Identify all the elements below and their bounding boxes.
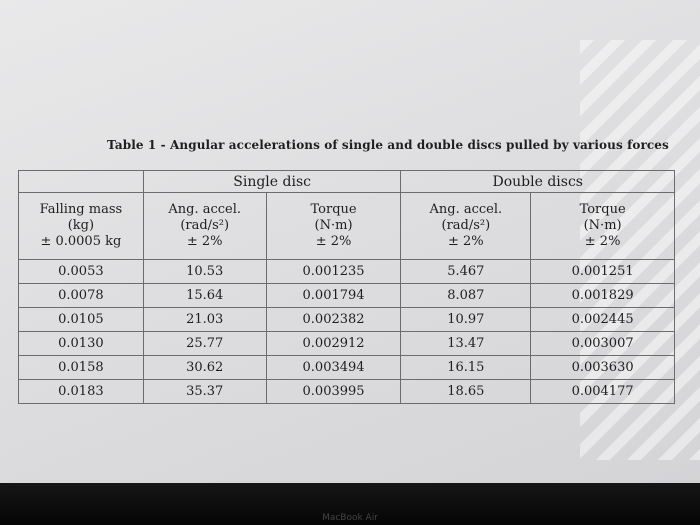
double-torque-cell: 0.001251 <box>530 259 675 284</box>
mass-cell: 0.0053 <box>18 259 144 284</box>
double-accel-cell: 18.65 <box>400 379 532 404</box>
mass-cell: 0.0183 <box>18 379 144 404</box>
double-torque-cell: 0.001829 <box>530 283 675 308</box>
double-torque-cell: 0.002445 <box>530 307 675 332</box>
double-discs-header: Double discs <box>400 170 675 193</box>
single-torque-cell: 0.003995 <box>265 379 402 404</box>
single-accel-cell: 35.37 <box>142 379 267 404</box>
single-accel-cell: 21.03 <box>142 307 267 332</box>
acceleration-table: Single disc Double discs Falling mass (k… <box>18 170 675 404</box>
double-torque-cell: 0.003630 <box>530 355 675 380</box>
column-header-row: Falling mass (kg) ± 0.0005 kg Ang. accel… <box>18 192 675 260</box>
blank-header-cell <box>18 170 144 193</box>
single-torque-cell: 0.001794 <box>265 283 402 308</box>
double-torque-header: Torque (N·m) ± 2% <box>530 192 675 260</box>
double-accel-cell: 10.97 <box>400 307 532 332</box>
single-torque-header: Torque (N·m) ± 2% <box>265 192 402 260</box>
double-accel-cell: 5.467 <box>400 259 532 284</box>
double-accel-cell: 16.15 <box>400 355 532 380</box>
table-row: 0.0078 15.64 0.001794 8.087 0.001829 <box>18 283 675 308</box>
mass-cell: 0.0105 <box>18 307 144 332</box>
table-caption: Table 1 - Angular accelerations of singl… <box>107 138 669 152</box>
double-torque-cell: 0.004177 <box>530 379 675 404</box>
single-accel-header: Ang. accel. (rad/s²) ± 2% <box>142 192 267 260</box>
table-row: 0.0130 25.77 0.002912 13.47 0.003007 <box>18 331 675 356</box>
table-row: 0.0158 30.62 0.003494 16.15 0.003630 <box>18 355 675 380</box>
single-accel-cell: 30.62 <box>142 355 267 380</box>
table-row: 0.0183 35.37 0.003995 18.65 0.004177 <box>18 379 675 404</box>
single-torque-cell: 0.002912 <box>265 331 402 356</box>
single-disc-header: Single disc <box>142 170 402 193</box>
double-accel-cell: 13.47 <box>400 331 532 356</box>
double-accel-header: Ang. accel. (rad/s²) ± 2% <box>400 192 532 260</box>
double-torque-cell: 0.003007 <box>530 331 675 356</box>
laptop-bezel: MacBook Air <box>0 483 700 525</box>
falling-mass-header: Falling mass (kg) ± 0.0005 kg <box>18 192 144 260</box>
table-row: 0.0105 21.03 0.002382 10.97 0.002445 <box>18 307 675 332</box>
single-torque-cell: 0.001235 <box>265 259 402 284</box>
table-row: 0.0053 10.53 0.001235 5.467 0.001251 <box>18 259 675 284</box>
mass-cell: 0.0130 <box>18 331 144 356</box>
bezel-brand-text: MacBook Air <box>322 513 378 523</box>
group-header-row: Single disc Double discs <box>18 170 675 193</box>
mass-cell: 0.0078 <box>18 283 144 308</box>
single-torque-cell: 0.002382 <box>265 307 402 332</box>
mass-cell: 0.0158 <box>18 355 144 380</box>
double-accel-cell: 8.087 <box>400 283 532 308</box>
single-accel-cell: 15.64 <box>142 283 267 308</box>
single-accel-cell: 25.77 <box>142 331 267 356</box>
single-accel-cell: 10.53 <box>142 259 267 284</box>
single-torque-cell: 0.003494 <box>265 355 402 380</box>
